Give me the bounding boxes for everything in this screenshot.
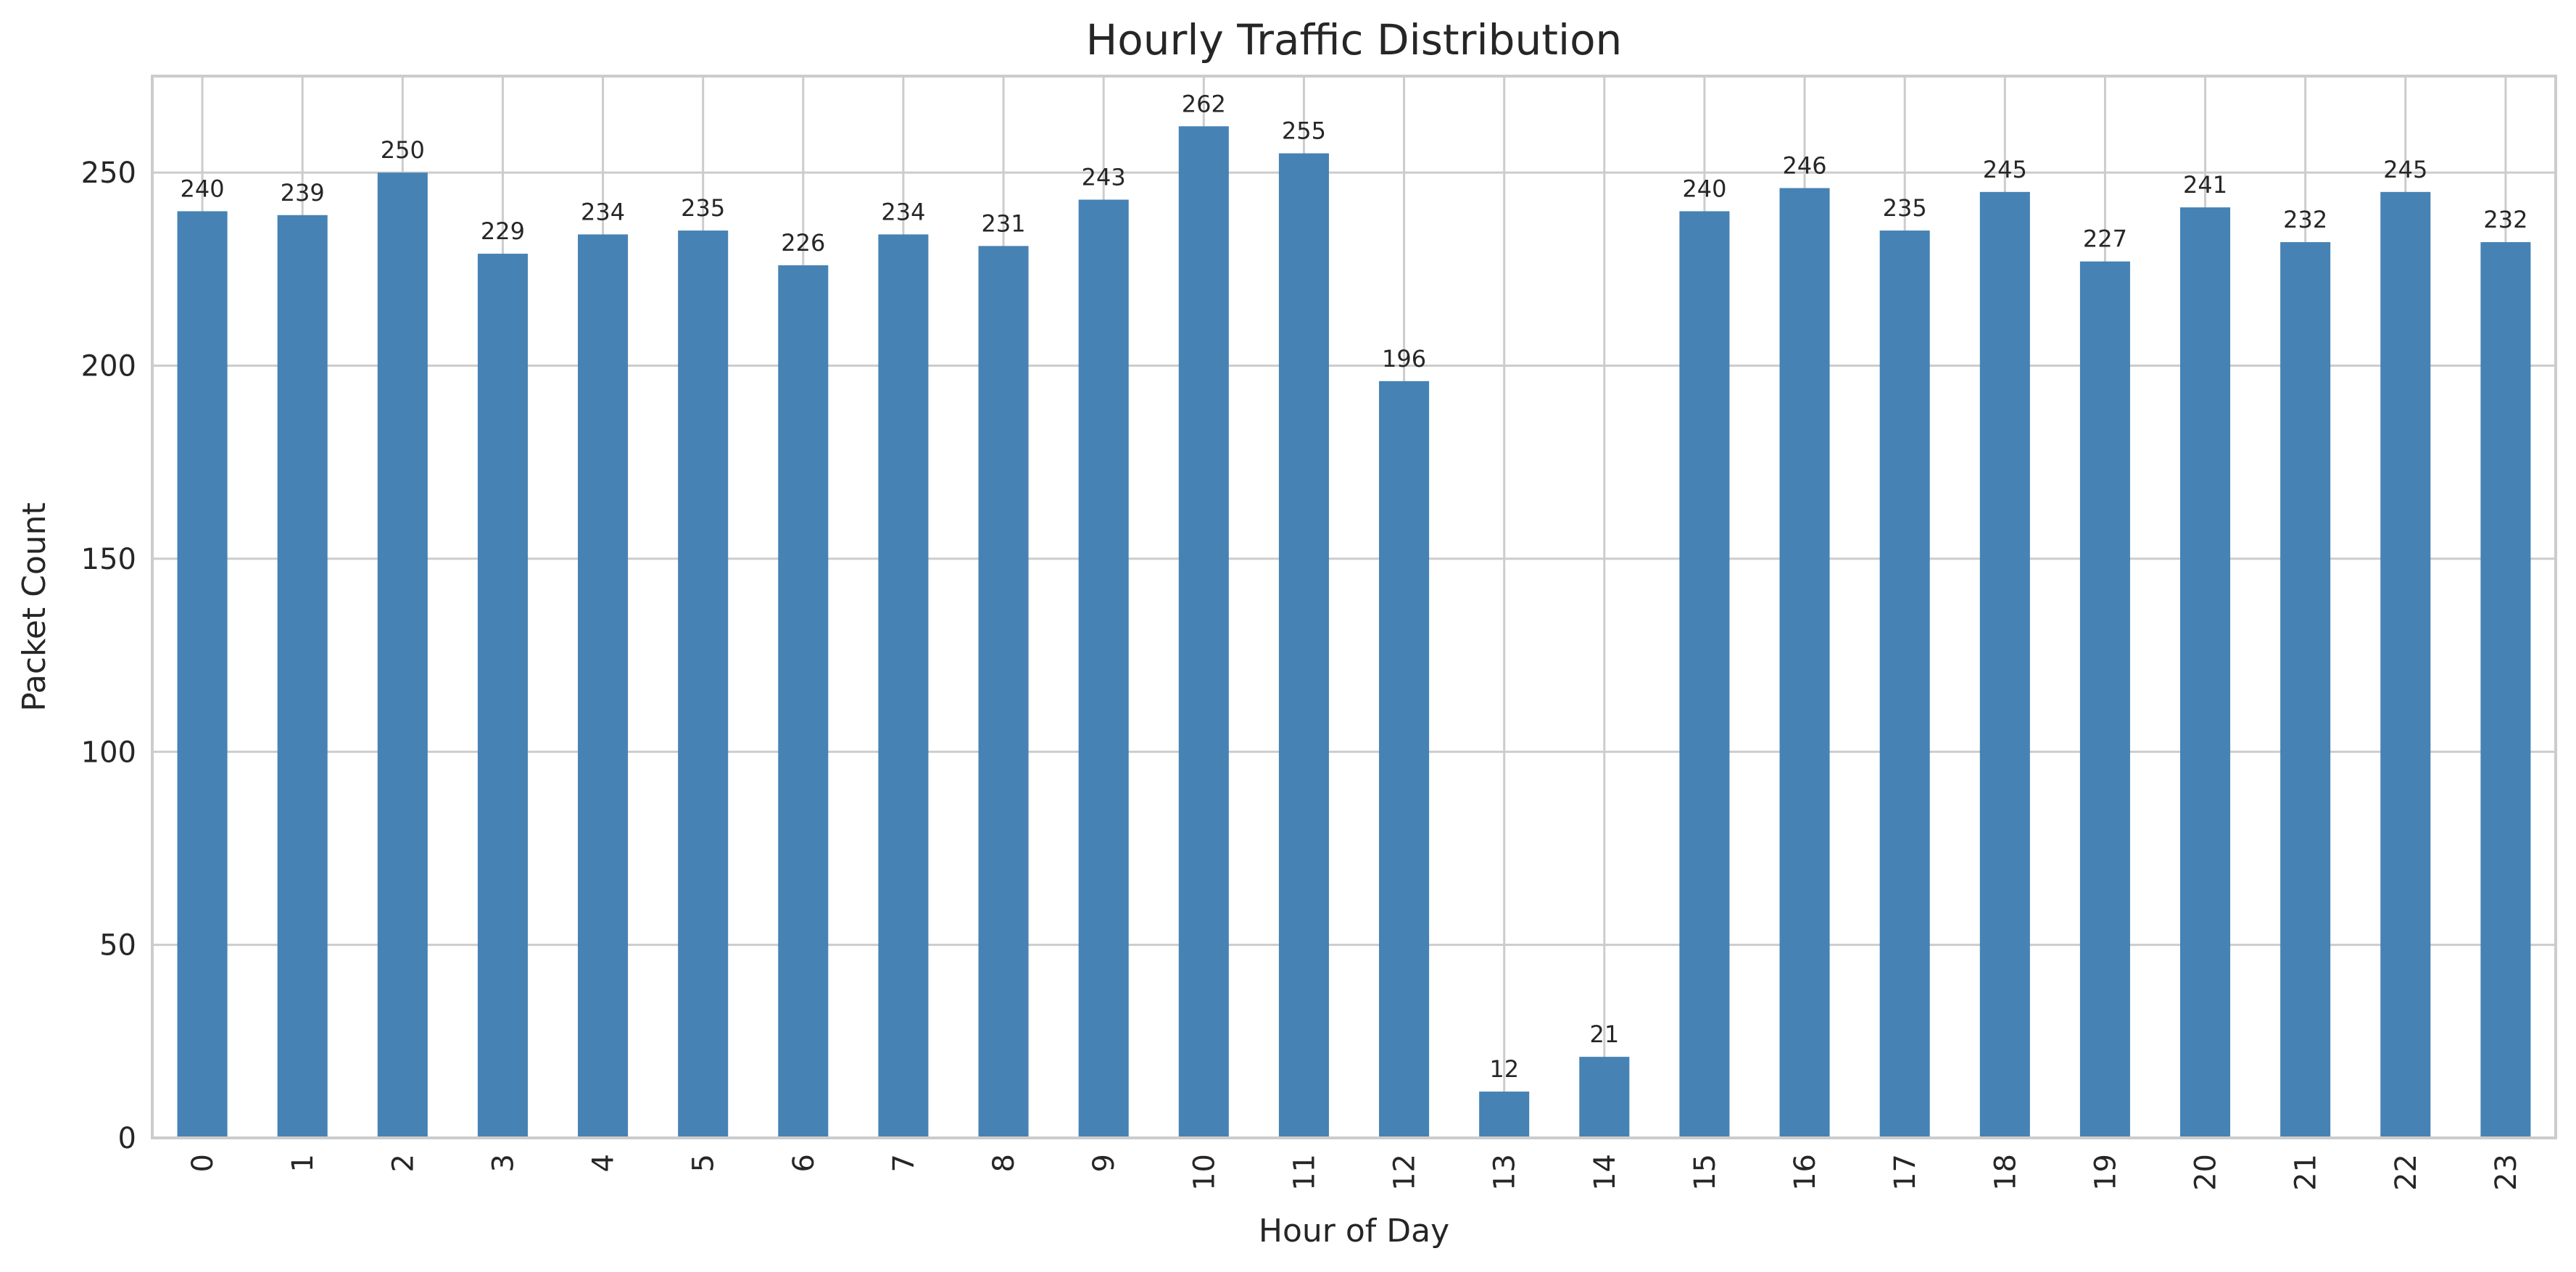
bar-hour-8 xyxy=(978,246,1029,1138)
x-tick-label: 22 xyxy=(2390,1154,2423,1191)
chart-title: Hourly Traffic Distribution xyxy=(1086,15,1623,65)
bar-hour-2 xyxy=(377,172,428,1138)
y-tick-label: 250 xyxy=(81,157,136,190)
bar-hour-16 xyxy=(1779,188,1830,1138)
x-axis-label: Hour of Day xyxy=(1259,1213,1449,1250)
data-label: 227 xyxy=(2083,225,2127,253)
bar-hour-21 xyxy=(2280,242,2331,1138)
data-label: 232 xyxy=(2483,206,2527,233)
data-label: 231 xyxy=(982,209,1026,237)
plot-frame xyxy=(151,75,2557,1139)
data-label: 232 xyxy=(2283,206,2327,233)
data-label: 239 xyxy=(281,179,325,207)
y-axis-label: Packet Count xyxy=(16,502,53,712)
bar-hour-9 xyxy=(1078,199,1129,1139)
data-label: 12 xyxy=(1489,1055,1519,1083)
bar-hour-17 xyxy=(1879,230,1930,1138)
bar-hour-23 xyxy=(2480,242,2531,1138)
y-tick-label: 100 xyxy=(81,736,136,769)
bar-hour-22 xyxy=(2380,191,2431,1139)
bar-hour-3 xyxy=(477,254,528,1138)
bar-hour-11 xyxy=(1278,153,1329,1139)
data-label: 241 xyxy=(2183,171,2227,199)
data-label: 235 xyxy=(1883,194,1927,222)
data-label: 234 xyxy=(581,198,625,225)
data-label: 229 xyxy=(481,217,525,245)
x-tick-label: 17 xyxy=(1889,1154,1922,1191)
data-label: 243 xyxy=(1082,163,1126,191)
bar-hour-12 xyxy=(1379,381,1430,1139)
data-label: 235 xyxy=(681,194,725,222)
bar-hour-4 xyxy=(578,234,629,1138)
x-tick-label: 15 xyxy=(1689,1154,1722,1191)
x-tick-label: 10 xyxy=(1188,1154,1221,1191)
y-tick-label: 0 xyxy=(118,1122,136,1155)
x-tick-label: 1 xyxy=(286,1154,320,1172)
x-tick-label: 7 xyxy=(887,1154,921,1172)
data-label: 250 xyxy=(381,136,425,164)
data-label: 262 xyxy=(1182,90,1226,117)
y-tick-label: 150 xyxy=(81,543,136,576)
x-tick-label: 11 xyxy=(1288,1154,1321,1191)
data-labels: 240 239 250 229 234 235 226 234 231 243 262 255 196 1… xyxy=(181,90,2528,1083)
data-label: 240 xyxy=(1682,175,1726,202)
data-label: 234 xyxy=(881,198,925,225)
bar-hour-19 xyxy=(2079,261,2130,1138)
bars xyxy=(177,126,2531,1139)
x-tick-label: 21 xyxy=(2290,1154,2323,1191)
x-tick-label: 23 xyxy=(2490,1154,2523,1191)
bar-hour-13 xyxy=(1479,1092,1530,1138)
x-tick-labels: 0 1 2 3 4 5 6 7 8 9 10 11 12 13 14 15 16 17 18 19 20 21 22 23 xyxy=(186,1154,2523,1191)
bar-hour-6 xyxy=(778,265,829,1138)
y-tick-labels: 0 50 100 150 200 250 xyxy=(81,157,136,1155)
data-label: 245 xyxy=(2383,156,2427,183)
data-label: 196 xyxy=(1382,345,1426,373)
bar-hour-20 xyxy=(2180,207,2231,1139)
x-tick-label: 4 xyxy=(587,1154,621,1172)
x-tick-label: 14 xyxy=(1589,1154,1622,1191)
data-label: 255 xyxy=(1282,117,1326,145)
y-tick-label: 50 xyxy=(99,929,136,963)
x-tick-label: 8 xyxy=(987,1154,1021,1172)
bar-hour-18 xyxy=(1979,191,2030,1139)
x-tick-label: 2 xyxy=(386,1154,420,1172)
bar-hour-1 xyxy=(277,215,328,1138)
x-tick-label: 19 xyxy=(2089,1154,2122,1191)
data-label: 245 xyxy=(1983,156,2027,183)
bar-hour-10 xyxy=(1178,126,1229,1139)
x-tick-label: 6 xyxy=(787,1154,821,1172)
bar-hour-7 xyxy=(878,234,929,1138)
bar-hour-14 xyxy=(1579,1057,1630,1138)
x-tick-label: 9 xyxy=(1088,1154,1121,1172)
y-tick-label: 200 xyxy=(81,350,136,383)
data-label: 226 xyxy=(781,229,825,257)
x-tick-label: 18 xyxy=(1989,1154,2022,1191)
bar-hour-5 xyxy=(678,230,729,1138)
x-tick-label: 13 xyxy=(1488,1154,1522,1191)
bar-hour-15 xyxy=(1679,211,1730,1138)
x-tick-label: 16 xyxy=(1789,1154,1822,1191)
bar-hour-0 xyxy=(177,211,228,1138)
data-label: 240 xyxy=(181,175,225,202)
x-tick-label: 20 xyxy=(2190,1154,2223,1191)
x-tick-label: 3 xyxy=(486,1154,520,1172)
x-tick-label: 12 xyxy=(1388,1154,1422,1191)
data-label: 21 xyxy=(1589,1020,1619,1048)
x-tick-label: 5 xyxy=(687,1154,721,1172)
data-label: 246 xyxy=(1783,151,1827,179)
x-tick-label: 0 xyxy=(186,1154,220,1172)
